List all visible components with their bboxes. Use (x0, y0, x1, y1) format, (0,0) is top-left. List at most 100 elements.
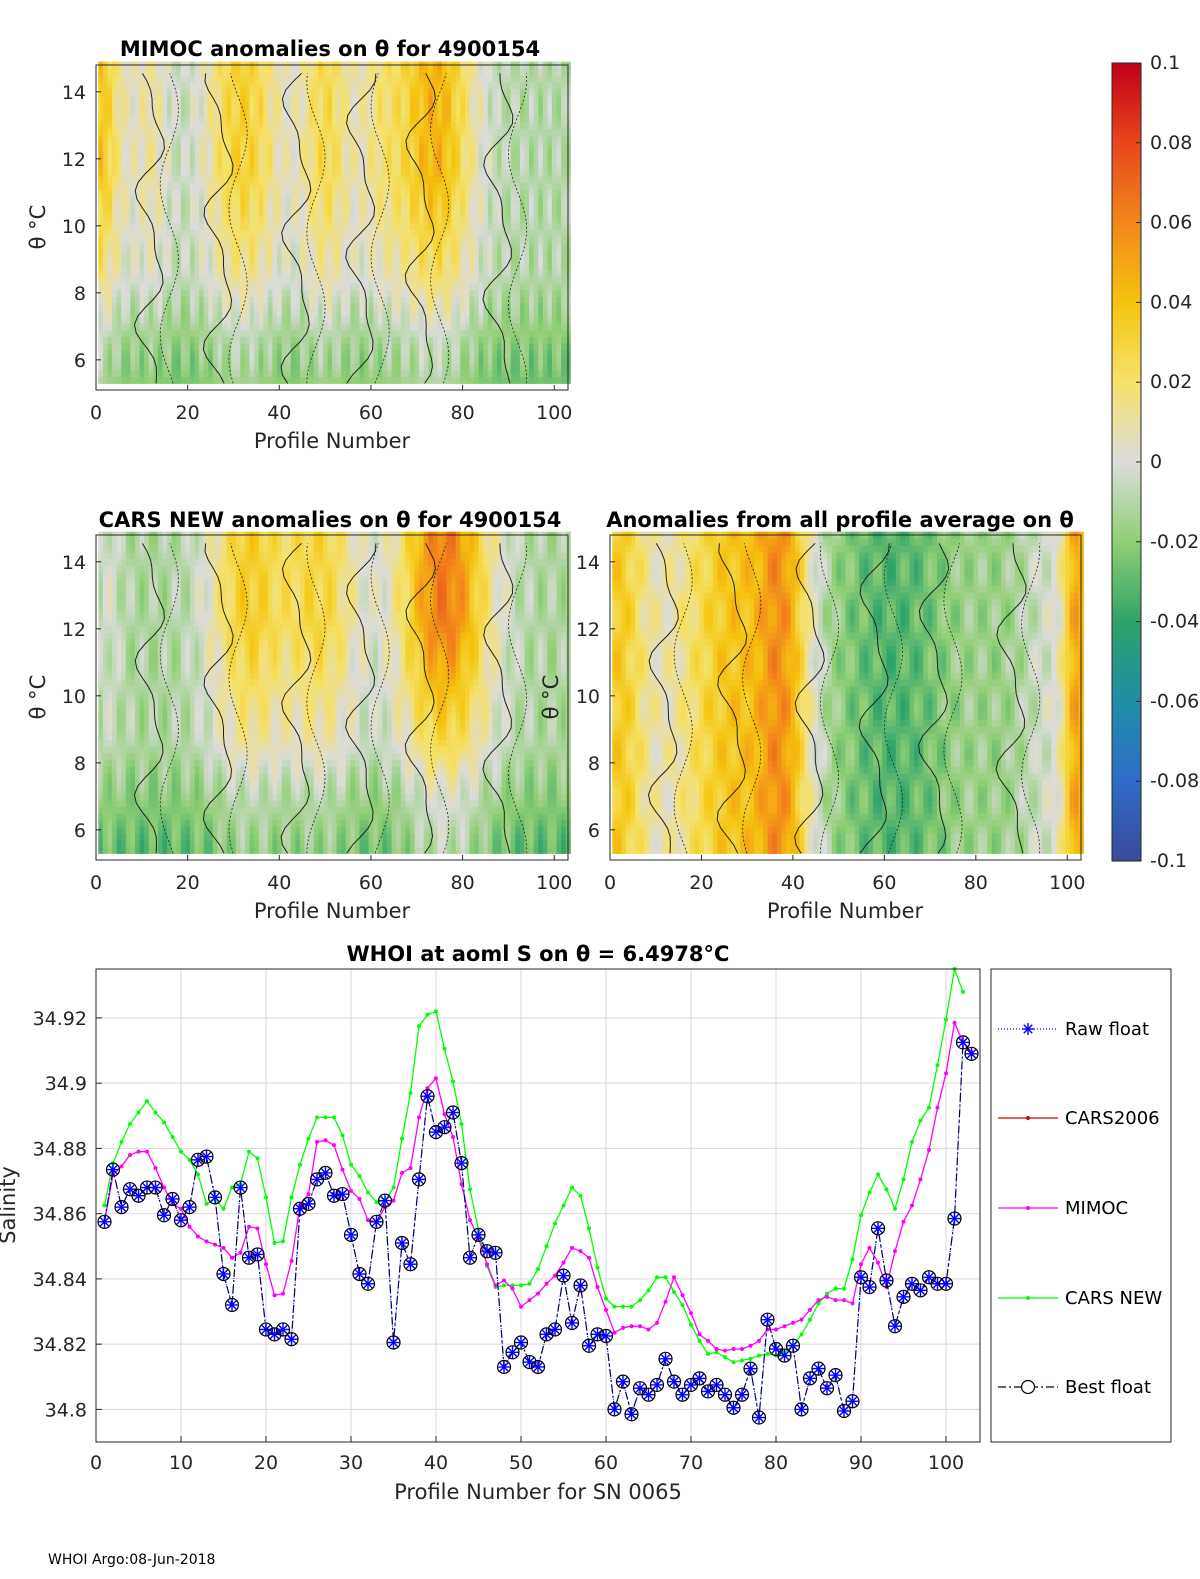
heatmap-cell (222, 236, 227, 243)
heatmap-cell (195, 303, 200, 310)
heatmap-cell (254, 363, 259, 370)
heatmap-cell (474, 269, 479, 276)
heatmap-cell (465, 316, 470, 323)
heatmap-cell (162, 122, 167, 129)
heatmap-cell (492, 377, 497, 384)
heatmap-cell (327, 323, 332, 330)
heatmap-cell (291, 155, 296, 162)
heatmap-cell (254, 202, 259, 209)
heatmap-cell (547, 377, 552, 384)
heatmap-cell (419, 95, 424, 102)
heatmap-cell (213, 209, 218, 216)
heatmap-cell (511, 310, 516, 317)
heatmap-cell (456, 122, 461, 129)
heatmap-cell (117, 88, 122, 95)
heatmap-cell (309, 115, 314, 122)
heatmap-cell (529, 316, 534, 323)
heatmap-cell (341, 75, 346, 82)
heatmap-cell (231, 196, 236, 203)
heatmap-cell (547, 155, 552, 162)
heatmap-cell (442, 129, 447, 136)
heatmap-cell (520, 336, 525, 343)
heatmap-cell (387, 256, 392, 263)
heatmap-cell (433, 115, 438, 122)
heatmap-cell (419, 256, 424, 263)
heatmap-cell (213, 202, 218, 209)
heatmap-cell (199, 249, 204, 256)
heatmap-cell (240, 289, 245, 296)
heatmap-cell (447, 129, 452, 136)
heatmap-cell (213, 377, 218, 384)
heatmap-cell (250, 356, 255, 363)
heatmap-cell (295, 363, 300, 370)
heatmap-cell (437, 222, 442, 229)
heatmap-cell (135, 350, 140, 357)
heatmap-cell (103, 149, 108, 156)
heatmap-cell (149, 115, 154, 122)
heatmap-cell (272, 75, 277, 82)
heatmap-cell (158, 343, 163, 350)
heatmap-cell (121, 176, 126, 183)
heatmap-cell (300, 370, 305, 377)
heatmap-cell (506, 82, 511, 89)
heatmap-cell (117, 196, 122, 203)
heatmap-cell (323, 336, 328, 343)
heatmap-cell (552, 182, 557, 189)
heatmap-cell (240, 68, 245, 75)
heatmap-cell (401, 209, 406, 216)
heatmap-cell (240, 370, 245, 377)
heatmap-cell (355, 330, 360, 337)
heatmap-cell (272, 256, 277, 263)
heatmap-cell (474, 88, 479, 95)
heatmap-cell (497, 129, 502, 136)
heatmap-cell (208, 229, 213, 236)
heatmap-cell (392, 310, 397, 317)
heatmap-cell (117, 182, 122, 189)
heatmap-cell (529, 343, 534, 350)
heatmap-cell (488, 129, 493, 136)
heatmap-cell (350, 142, 355, 149)
heatmap-cell (341, 109, 346, 116)
heatmap-cell (534, 209, 539, 216)
heatmap-cell (534, 189, 539, 196)
heatmap-cell (231, 202, 236, 209)
heatmap-cell (263, 75, 268, 82)
heatmap-cell (199, 330, 204, 337)
heatmap-cell (405, 68, 410, 75)
heatmap-cell (337, 316, 342, 323)
heatmap-cell (492, 202, 497, 209)
heatmap-cell (204, 176, 209, 183)
heatmap-cell (337, 189, 342, 196)
heatmap-cell (552, 303, 557, 310)
heatmap-cell (492, 209, 497, 216)
heatmap-cell (208, 310, 213, 317)
heatmap-cell (524, 135, 529, 142)
heatmap-cell (346, 296, 351, 303)
heatmap-cell (547, 316, 552, 323)
heatmap-cell (502, 296, 507, 303)
heatmap-cell (167, 129, 172, 136)
heatmap-cell (204, 95, 209, 102)
heatmap-cell (387, 356, 392, 363)
heatmap-cell (515, 330, 520, 337)
heatmap-cell (451, 122, 456, 129)
heatmap-cell (451, 330, 456, 337)
heatmap-cell (107, 336, 112, 343)
heatmap-cell (277, 109, 282, 116)
heatmap-cell (153, 303, 158, 310)
heatmap-cell (355, 256, 360, 263)
heatmap-cell (456, 343, 461, 350)
heatmap-cell (144, 68, 149, 75)
heatmap-cell (474, 202, 479, 209)
heatmap-cell (529, 182, 534, 189)
heatmap-cell (492, 263, 497, 270)
heatmap-cell (428, 88, 433, 95)
heatmap-cell (355, 109, 360, 116)
heatmap-cell (291, 222, 296, 229)
heatmap-cell (254, 330, 259, 337)
heatmap-cell (492, 310, 497, 317)
heatmap-cell (511, 363, 516, 370)
heatmap-cell (392, 363, 397, 370)
heatmap-cell (217, 222, 222, 229)
